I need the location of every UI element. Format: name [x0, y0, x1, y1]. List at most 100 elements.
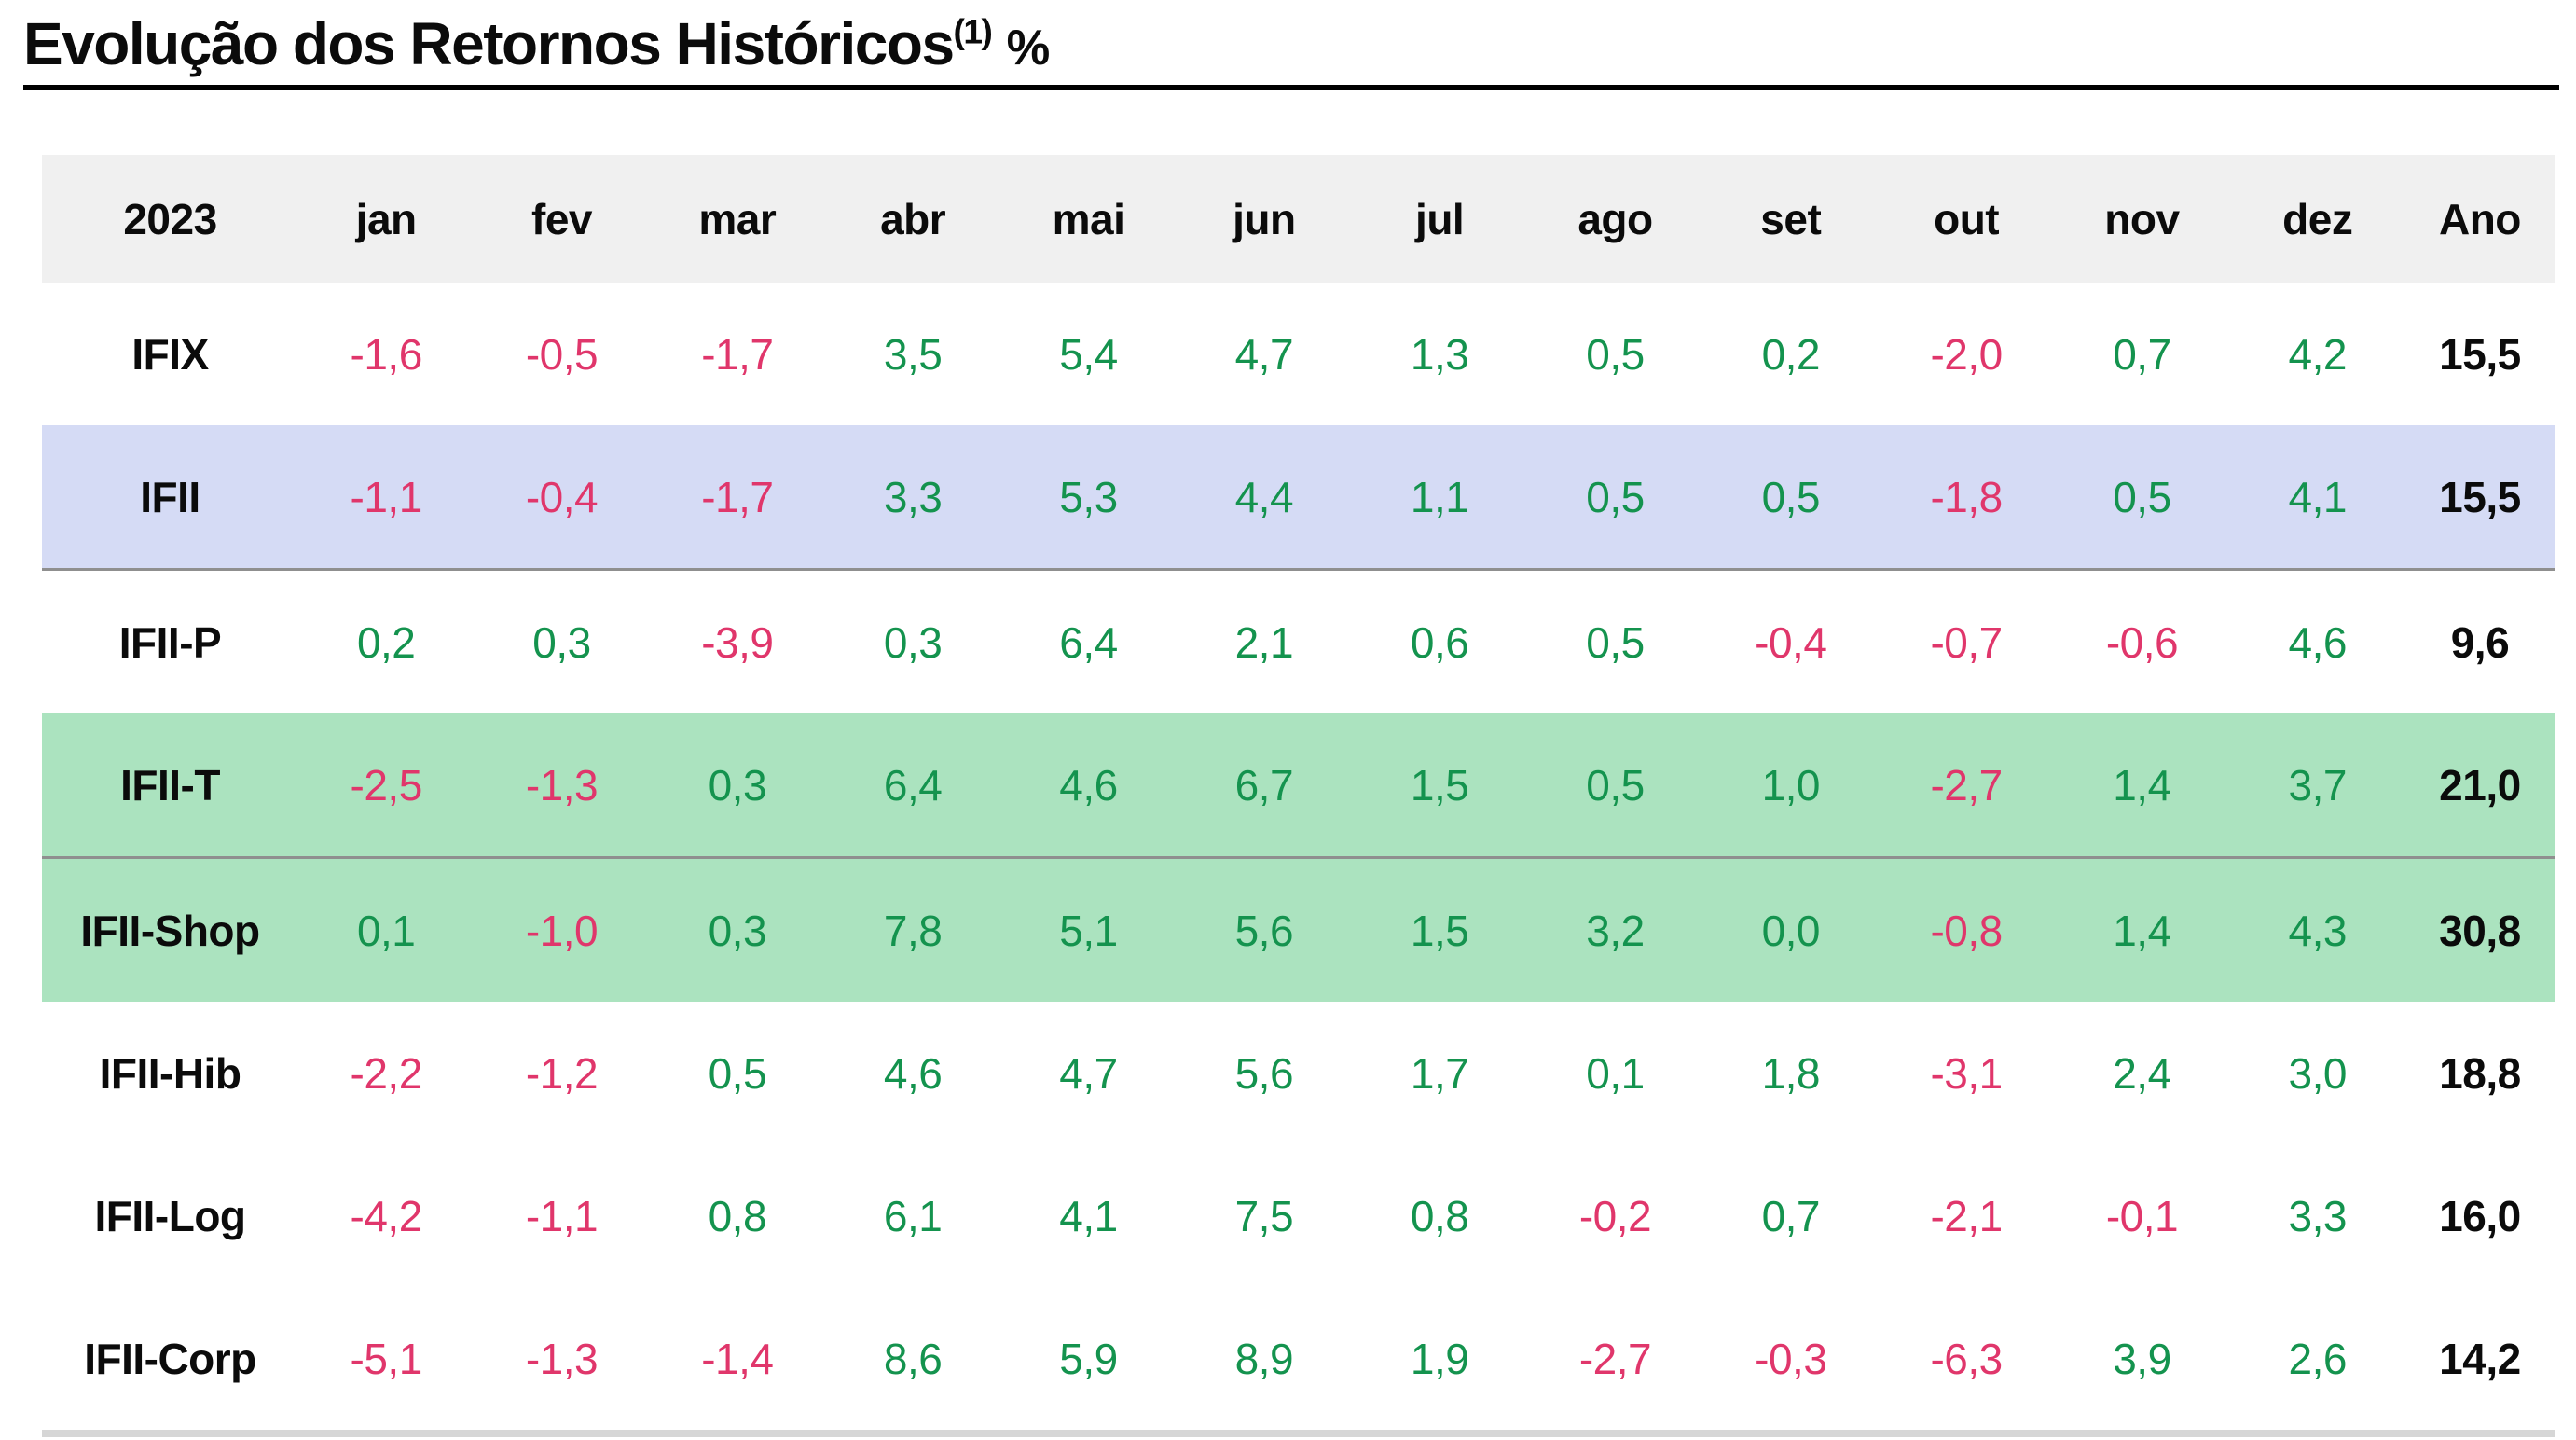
year-total-cell: 16,0 [2439, 1191, 2521, 1240]
return-cell: -1,6 [350, 329, 423, 379]
return-cell: 3,9 [2113, 1334, 2171, 1383]
return-cell: 6,4 [1059, 617, 1118, 667]
return-cell: -0,4 [525, 472, 599, 521]
month-header: fev [531, 194, 592, 243]
month-header: dez [2282, 194, 2353, 243]
table-row-ifii: IFII -1,1 -0,4 -1,7 3,3 5,3 4,4 1,1 0,5 0,5 -1,8 0,… [42, 425, 2555, 571]
year-total-cell: 30,8 [2439, 906, 2521, 955]
return-cell: 1,3 [1410, 329, 1469, 379]
table-row-ifix: IFIX -1,6 -0,5 -1,7 3,5 5,4 4,7 1,3 0,5 0,2 -2,0 0,… [42, 283, 2555, 425]
return-cell: 3,3 [2288, 1191, 2348, 1240]
return-cell: 0,3 [883, 617, 943, 667]
title-percent-suffix: % [1006, 21, 1051, 76]
return-cell: 7,5 [1234, 1191, 1294, 1240]
year-total-cell: 18,8 [2439, 1048, 2521, 1098]
return-cell: -1,1 [525, 1191, 599, 1240]
return-cell: -1,2 [525, 1048, 599, 1098]
month-header: out [1934, 194, 2000, 243]
return-cell: 3,5 [883, 329, 943, 379]
return-cell: 0,8 [1410, 1191, 1469, 1240]
month-header: jun [1233, 194, 1296, 243]
row-label: IFII-Shop [80, 906, 260, 955]
return-cell: -2,1 [1930, 1191, 2003, 1240]
return-cell: -0,1 [2105, 1191, 2179, 1240]
return-cell: 0,7 [1761, 1191, 1821, 1240]
return-cell: 1,8 [1761, 1048, 1821, 1098]
return-cell: 4,1 [2288, 472, 2348, 521]
return-cell: 6,1 [883, 1191, 943, 1240]
return-cell: 0,3 [708, 760, 767, 810]
return-cell: -1,3 [525, 1334, 599, 1383]
return-cell: 5,9 [1059, 1334, 1118, 1383]
return-cell: 1,5 [1410, 760, 1469, 810]
year-total-cell: 15,5 [2439, 472, 2521, 521]
return-cell: 7,8 [883, 906, 943, 955]
table-row-ifii-t: IFII-T -2,5 -1,3 0,3 6,4 4,6 6,7 1,5 0,5 1,0 -2,7 1… [42, 713, 2555, 859]
return-cell: -0,6 [2105, 617, 2179, 667]
return-cell: -6,3 [1930, 1334, 2003, 1383]
return-cell: 2,4 [2113, 1048, 2171, 1098]
year-total-cell: 9,6 [2450, 617, 2510, 667]
return-cell: 2,6 [2288, 1334, 2348, 1383]
return-cell: -1,0 [525, 906, 599, 955]
return-cell: -1,8 [1930, 472, 2003, 521]
table-header-row: 2023 jan fev mar abr mai jun jul ago set out nov de… [42, 155, 2555, 283]
return-cell: 0,3 [708, 906, 767, 955]
month-header: mar [698, 194, 777, 243]
return-cell: 3,2 [1586, 906, 1645, 955]
return-cell: 0,1 [356, 906, 416, 955]
return-cell: 5,6 [1234, 906, 1294, 955]
month-header: nov [2104, 194, 2180, 243]
return-cell: 4,2 [2288, 329, 2348, 379]
return-cell: 1,0 [1761, 760, 1821, 810]
return-cell: -1,7 [701, 329, 774, 379]
row-label: IFII-T [120, 760, 220, 810]
return-cell: -2,5 [350, 760, 423, 810]
month-header: mai [1052, 194, 1125, 243]
return-cell: -2,7 [1578, 1334, 1652, 1383]
row-label: IFII-Hib [99, 1048, 241, 1098]
page-title: Evolução dos Retornos Históricos(1) % [23, 6, 2559, 83]
return-cell: -0,7 [1930, 617, 2003, 667]
month-header: abr [880, 194, 946, 243]
return-cell: 0,3 [532, 617, 591, 667]
return-cell: 0,7 [2113, 329, 2171, 379]
return-cell: 5,1 [1059, 906, 1118, 955]
return-cell: 0,5 [1586, 617, 1645, 667]
return-cell: -3,9 [701, 617, 774, 667]
return-cell: 1,9 [1410, 1334, 1469, 1383]
return-cell: 3,0 [2288, 1048, 2348, 1098]
return-cell: 5,6 [1234, 1048, 1294, 1098]
table-row-ifii-shop: IFII-Shop 0,1 -1,0 0,3 7,8 5,1 5,6 1,5 3,2 0,0 -0,… [42, 859, 2555, 1002]
return-cell: 3,3 [883, 472, 943, 521]
return-cell: 8,6 [883, 1334, 943, 1383]
table-row-ifii-log: IFII-Log -4,2 -1,1 0,8 6,1 4,1 7,5 0,8 -0,2 0,7 -2… [42, 1144, 2555, 1287]
year-total-cell: 21,0 [2439, 760, 2521, 810]
ano-header: Ano [2438, 194, 2521, 243]
return-cell: -1,1 [350, 472, 423, 521]
return-cell: 0,6 [1410, 617, 1469, 667]
year-total-cell: 14,2 [2439, 1334, 2521, 1383]
return-cell: -0,2 [1578, 1191, 1652, 1240]
return-cell: -0,3 [1755, 1334, 1827, 1383]
return-cell: 0,5 [2113, 472, 2171, 521]
row-label: IFII [140, 472, 200, 521]
table-body: IFIX -1,6 -0,5 -1,7 3,5 5,4 4,7 1,3 0,5 0,2 -2,0 0,… [42, 283, 2555, 1430]
table-row-ifii-p: IFII-P 0,2 0,3 -3,9 0,3 6,4 2,1 0,6 0,5 -0,4 -0,7 -… [42, 571, 2555, 713]
return-cell: -2,2 [350, 1048, 423, 1098]
month-header: jan [355, 194, 417, 243]
return-cell: 0,1 [1586, 1048, 1645, 1098]
return-cell: -5,1 [350, 1334, 423, 1383]
return-cell: -3,1 [1930, 1048, 2003, 1098]
return-cell: 8,9 [1234, 1334, 1294, 1383]
month-header: ago [1577, 194, 1653, 243]
month-header: jul [1415, 194, 1465, 243]
return-cell: 0,2 [356, 617, 416, 667]
row-label: IFII-Log [94, 1191, 246, 1240]
title-superscript: (1) [953, 11, 993, 51]
return-cell: -1,7 [701, 472, 774, 521]
return-cell: 0,5 [1586, 329, 1645, 379]
year-total-cell: 15,5 [2439, 329, 2521, 379]
table-bottom-rule [42, 1430, 2555, 1437]
return-cell: 0,5 [1586, 760, 1645, 810]
